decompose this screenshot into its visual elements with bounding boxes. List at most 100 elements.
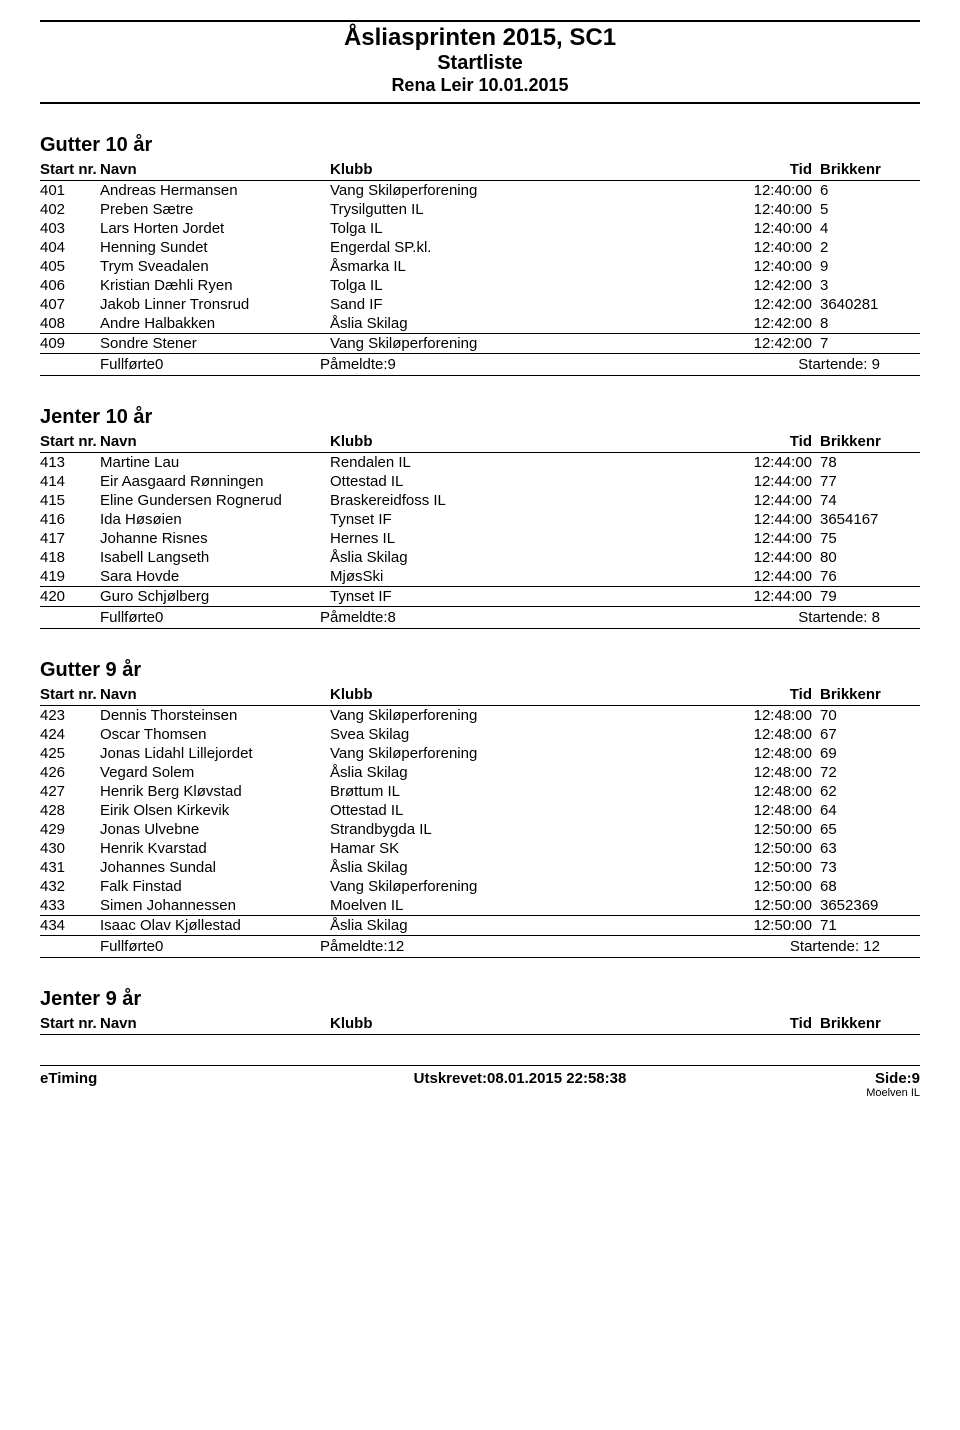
cell-tid: 12:48:00 <box>570 726 820 743</box>
table-row: 432Falk FinstadVang Skiløperforening12:5… <box>40 877 920 896</box>
cell-klubb: Tynset IF <box>330 511 570 528</box>
page-header: Åsliasprinten 2015, SC1 Startliste Rena … <box>40 20 920 104</box>
cell-tid: 12:40:00 <box>570 239 820 256</box>
page-footer: eTiming Utskrevet:08.01.2015 22:58:38 Si… <box>40 1065 920 1099</box>
column-header-row: Start nr.NavnKlubbTidBrikkenr <box>40 161 920 181</box>
table-row: 408Andre HalbakkenÅslia Skilag12:42:008 <box>40 314 920 333</box>
cell-navn: Johannes Sundal <box>100 859 330 876</box>
cell-tid: 12:42:00 <box>570 315 820 332</box>
col-klubb: Klubb <box>330 686 570 703</box>
cell-navn: Simen Johannessen <box>100 897 330 914</box>
cell-klubb: Åslia Skilag <box>330 315 570 332</box>
cell-startnr: 424 <box>40 726 100 743</box>
col-navn: Navn <box>100 161 330 178</box>
event-subtitle-2: Rena Leir 10.01.2015 <box>40 75 920 96</box>
cell-startnr: 413 <box>40 454 100 471</box>
header-top-rule <box>40 20 920 22</box>
cell-brikkenr: 70 <box>820 707 920 724</box>
cell-klubb: Ottestad IL <box>330 802 570 819</box>
cell-tid: 12:48:00 <box>570 764 820 781</box>
cell-klubb: Sand IF <box>330 296 570 313</box>
cell-brikkenr: 3640281 <box>820 296 920 313</box>
section-title: Gutter 9 år <box>40 659 920 682</box>
cell-navn: Andre Halbakken <box>100 315 330 332</box>
cell-klubb: Åslia Skilag <box>330 764 570 781</box>
footer-software: eTiming <box>40 1070 240 1099</box>
column-header-row: Start nr.NavnKlubbTidBrikkenr <box>40 433 920 453</box>
cell-tid: 12:48:00 <box>570 802 820 819</box>
summary-fullforte: Fullførte0 <box>40 938 320 955</box>
cell-klubb: Vang Skiløperforening <box>330 707 570 724</box>
cell-navn: Lars Horten Jordet <box>100 220 330 237</box>
column-header-row: Start nr.NavnKlubbTidBrikkenr <box>40 686 920 706</box>
table-row: 402Preben SætreTrysilgutten IL12:40:005 <box>40 200 920 219</box>
col-tid: Tid <box>570 1015 820 1032</box>
cell-startnr: 406 <box>40 277 100 294</box>
cell-startnr: 425 <box>40 745 100 762</box>
cell-brikkenr: 9 <box>820 258 920 275</box>
event-title: Åsliasprinten 2015, SC1 <box>40 24 920 52</box>
col-tid: Tid <box>570 686 820 703</box>
cell-startnr: 408 <box>40 315 100 332</box>
cell-startnr: 417 <box>40 530 100 547</box>
cell-brikkenr: 64 <box>820 802 920 819</box>
cell-klubb: Rendalen IL <box>330 454 570 471</box>
cell-navn: Isaac Olav Kjøllestad <box>100 917 330 934</box>
cell-brikkenr: 4 <box>820 220 920 237</box>
col-startnr: Start nr. <box>40 686 100 703</box>
cell-navn: Andreas Hermansen <box>100 182 330 199</box>
col-klubb: Klubb <box>330 433 570 450</box>
table-row: 430Henrik KvarstadHamar SK12:50:0063 <box>40 839 920 858</box>
footer-timestamp: Utskrevet:08.01.2015 22:58:38 <box>240 1070 800 1099</box>
footer-page: Side:9 <box>800 1070 920 1087</box>
cell-tid: 12:40:00 <box>570 182 820 199</box>
col-brikkenr: Brikkenr <box>820 686 920 703</box>
result-section: Jenter 9 årStart nr.NavnKlubbTidBrikkenr <box>40 988 920 1035</box>
cell-tid: 12:44:00 <box>570 454 820 471</box>
cell-startnr: 430 <box>40 840 100 857</box>
cell-startnr: 428 <box>40 802 100 819</box>
summary-startende: Startende: 9 <box>600 356 920 373</box>
cell-brikkenr: 6 <box>820 182 920 199</box>
col-startnr: Start nr. <box>40 433 100 450</box>
cell-navn: Kristian Dæhli Ryen <box>100 277 330 294</box>
cell-brikkenr: 3 <box>820 277 920 294</box>
cell-klubb: Trysilgutten IL <box>330 201 570 218</box>
cell-tid: 12:50:00 <box>570 897 820 914</box>
cell-brikkenr: 65 <box>820 821 920 838</box>
cell-startnr: 401 <box>40 182 100 199</box>
table-row: 405Trym SveadalenÅsmarka IL12:40:009 <box>40 257 920 276</box>
table-row: 404Henning SundetEngerdal SP.kl.12:40:00… <box>40 238 920 257</box>
cell-klubb: Brøttum IL <box>330 783 570 800</box>
summary-row: Fullførte0Påmeldte:9Startende: 9 <box>40 353 920 376</box>
cell-klubb: Strandbygda IL <box>330 821 570 838</box>
cell-klubb: Åslia Skilag <box>330 917 570 934</box>
cell-tid: 12:48:00 <box>570 783 820 800</box>
cell-tid: 12:42:00 <box>570 335 820 352</box>
cell-brikkenr: 8 <box>820 315 920 332</box>
cell-klubb: Hamar SK <box>330 840 570 857</box>
cell-brikkenr: 62 <box>820 783 920 800</box>
cell-navn: Henrik Kvarstad <box>100 840 330 857</box>
cell-navn: Sondre Stener <box>100 335 330 352</box>
table-row: 424Oscar ThomsenSvea Skilag12:48:0067 <box>40 725 920 744</box>
table-row: 431Johannes SundalÅslia Skilag12:50:0073 <box>40 858 920 877</box>
cell-startnr: 403 <box>40 220 100 237</box>
cell-startnr: 416 <box>40 511 100 528</box>
cell-startnr: 426 <box>40 764 100 781</box>
cell-navn: Sara Hovde <box>100 568 330 585</box>
section-title: Jenter 10 år <box>40 406 920 429</box>
cell-brikkenr: 72 <box>820 764 920 781</box>
cell-navn: Henning Sundet <box>100 239 330 256</box>
cell-startnr: 429 <box>40 821 100 838</box>
cell-klubb: Engerdal SP.kl. <box>330 239 570 256</box>
table-row: 403Lars Horten JordetTolga IL12:40:004 <box>40 219 920 238</box>
cell-tid: 12:44:00 <box>570 530 820 547</box>
cell-brikkenr: 63 <box>820 840 920 857</box>
summary-row: Fullførte0Påmeldte:12Startende: 12 <box>40 935 920 958</box>
cell-brikkenr: 77 <box>820 473 920 490</box>
table-row: 414Eir Aasgaard RønningenOttestad IL12:4… <box>40 472 920 491</box>
cell-startnr: 414 <box>40 473 100 490</box>
cell-navn: Falk Finstad <box>100 878 330 895</box>
cell-navn: Jonas Ulvebne <box>100 821 330 838</box>
